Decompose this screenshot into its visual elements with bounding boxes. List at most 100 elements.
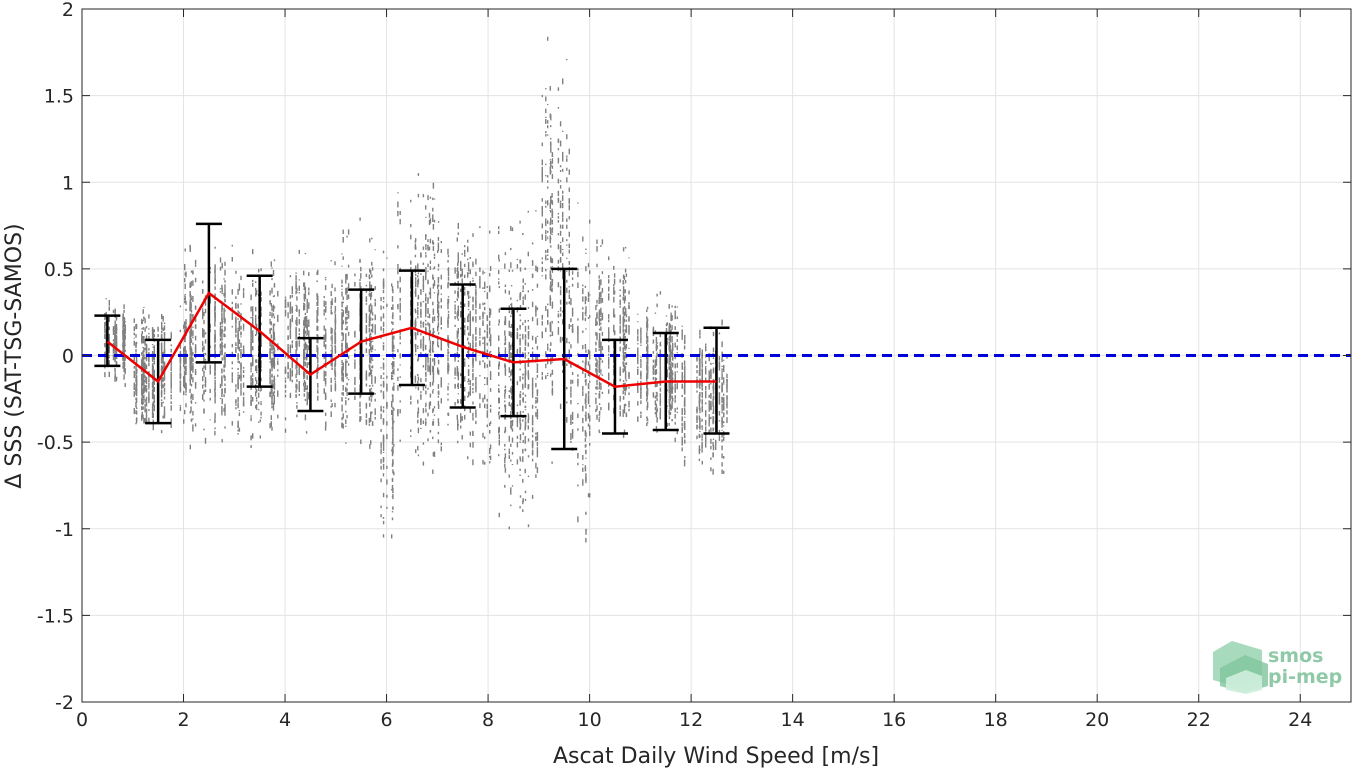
scatter-point: [624, 309, 627, 313]
scatter-point: [365, 383, 368, 387]
scatter-point: [417, 411, 420, 414]
scatter-point: [148, 332, 150, 335]
scatter-point: [330, 291, 332, 297]
scatter-point: [420, 391, 422, 394]
scatter-point: [235, 296, 237, 299]
scatter-point: [277, 362, 279, 364]
scatter-point: [425, 377, 427, 382]
scatter-point: [347, 294, 350, 300]
scatter-point: [108, 335, 110, 340]
scatter-point: [587, 297, 590, 302]
scatter-point: [224, 361, 226, 366]
scatter-point: [420, 289, 422, 291]
scatter-point: [432, 207, 434, 212]
scatter-point: [422, 420, 425, 424]
scatter-point: [374, 298, 376, 302]
scatter-point: [440, 293, 442, 295]
scatter-point: [108, 327, 110, 331]
scatter-point: [415, 246, 417, 250]
scatter-point: [585, 444, 587, 447]
scatter-point: [482, 302, 484, 306]
scatter-point: [456, 335, 458, 339]
scatter-point: [316, 310, 318, 315]
scatter-point: [223, 292, 225, 297]
scatter-point: [417, 297, 420, 300]
scatter-point: [562, 156, 564, 162]
scatter-point: [598, 429, 600, 433]
scatter-point: [399, 276, 401, 283]
scatter-point: [214, 380, 216, 385]
scatter-point: [347, 355, 350, 359]
scatter-point: [160, 380, 163, 387]
scatter-point: [272, 392, 275, 396]
scatter-point: [123, 369, 126, 373]
scatter-point: [284, 311, 287, 317]
scatter-point: [145, 420, 148, 424]
scatter-point: [397, 269, 399, 273]
scatter-point: [382, 446, 385, 451]
scatter-point: [392, 493, 394, 497]
scatter-point: [214, 427, 216, 430]
scatter-point: [224, 387, 226, 394]
scatter-point: [160, 402, 163, 407]
scatter-point: [151, 393, 154, 398]
scatter-point: [582, 464, 584, 466]
scatter-point: [545, 230, 547, 235]
scatter-point: [382, 373, 385, 375]
scatter-point: [536, 439, 539, 441]
scatter-point: [549, 227, 551, 231]
scatter-point: [252, 309, 254, 313]
scatter-point: [368, 350, 371, 355]
scatter-point: [209, 388, 211, 393]
scatter-point: [235, 328, 237, 331]
scatter-point: [170, 386, 172, 389]
scatter-point: [141, 365, 143, 367]
scatter-point: [304, 399, 307, 401]
scatter-point: [504, 467, 507, 473]
scatter-point: [510, 425, 513, 430]
scatter-point: [622, 308, 624, 313]
scatter-point: [255, 323, 257, 326]
scatter-point: [577, 413, 579, 419]
scatter-point: [484, 461, 486, 465]
scatter-point: [467, 317, 470, 319]
scatter-point: [484, 306, 486, 311]
scatter-point: [341, 369, 343, 376]
scatter-point: [516, 258, 519, 261]
scatter-point: [189, 363, 191, 369]
scatter-point: [238, 346, 241, 352]
scatter-point: [170, 331, 172, 333]
scatter-point: [330, 377, 332, 384]
scatter-point: [535, 399, 537, 404]
scatter-point: [489, 314, 491, 318]
scatter-point: [334, 297, 337, 303]
scatter-point: [624, 311, 627, 315]
scatter-point: [433, 292, 436, 294]
scatter-point: [486, 381, 488, 386]
scatter-point: [183, 377, 185, 380]
scatter-point: [551, 268, 554, 273]
scatter-point: [368, 310, 371, 312]
scatter-point: [475, 296, 477, 302]
scatter-point: [516, 435, 519, 439]
scatter-point: [399, 219, 401, 225]
scatter-point: [399, 364, 401, 366]
scatter-point: [250, 328, 252, 334]
scatter-point: [183, 351, 185, 356]
scatter-point: [143, 350, 145, 353]
scatter-point: [342, 229, 344, 234]
scatter-point: [214, 371, 216, 377]
scatter-point: [504, 415, 506, 420]
scatter-point: [460, 310, 462, 317]
scatter-point: [369, 404, 371, 407]
scatter-point: [114, 308, 116, 314]
scatter-point: [273, 306, 276, 309]
scatter-point: [185, 358, 187, 361]
scatter-point: [519, 458, 522, 462]
scatter-point: [479, 276, 481, 281]
scatter-point: [484, 383, 486, 385]
scatter-point: [204, 339, 207, 344]
scatter-point: [235, 407, 237, 410]
scatter-point: [585, 314, 587, 317]
scatter-point: [271, 345, 273, 351]
